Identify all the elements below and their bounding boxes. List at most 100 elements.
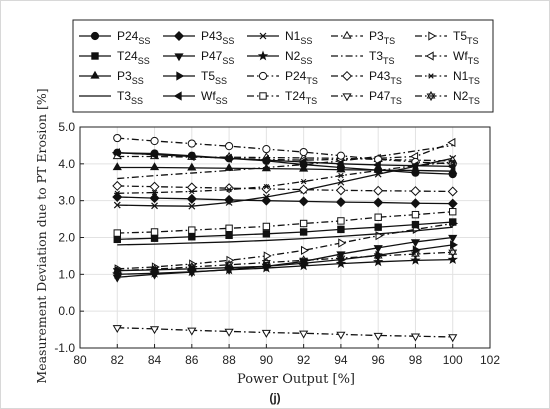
x-tick-label: 88: [222, 353, 236, 367]
data-point: [410, 333, 421, 342]
x-axis-label: Power Output [%]: [237, 372, 355, 387]
data-point: [261, 155, 270, 165]
legend-label-subscript: SS: [300, 56, 312, 66]
legend-marker: [341, 70, 353, 82]
data-point: [225, 231, 233, 239]
data-point: [447, 254, 458, 265]
data-point: [261, 329, 271, 338]
marker-stroke: [448, 247, 458, 255]
data-point: [373, 332, 383, 341]
legend-label-subscript: SS: [138, 36, 150, 46]
series-line: [117, 258, 453, 275]
data-point: [187, 327, 197, 336]
data-point: [299, 255, 309, 266]
y-tick-label: 4.0: [58, 157, 75, 171]
series-line: [117, 251, 453, 272]
series-line: [117, 144, 453, 180]
data-point: [300, 178, 307, 185]
data-point: [263, 183, 270, 190]
data-point: [299, 147, 308, 157]
data-point: [262, 230, 271, 238]
y-axis-label: Measurement Deviation due to PT Erosion …: [34, 88, 49, 383]
marker-stroke: [262, 193, 270, 201]
legend-label-subscript: SS: [300, 36, 312, 46]
data-point: [225, 199, 233, 206]
x-tick-label: 92: [297, 353, 311, 367]
series-line: [117, 196, 453, 205]
series-p43-ss: [112, 191, 458, 209]
data-point: [112, 265, 122, 276]
series-t3-ts: [117, 144, 453, 180]
data-point: [411, 220, 420, 229]
data-point: [447, 198, 458, 209]
legend-label-subscript: SS: [222, 56, 234, 66]
marker-stroke: [151, 202, 158, 210]
marker-stroke: [336, 253, 346, 261]
data-point: [224, 328, 234, 337]
data-point: [188, 233, 196, 241]
legend-label-subscript: SS: [131, 96, 143, 106]
data-point: [111, 148, 120, 158]
marker-stroke: [112, 265, 122, 274]
data-point: [410, 198, 421, 209]
marker-stroke: [261, 257, 271, 266]
data-point: [336, 151, 346, 160]
data-point: [411, 210, 420, 219]
legend-marker: [90, 31, 100, 41]
data-point: [336, 251, 346, 260]
x-tick-label: 90: [260, 353, 274, 367]
series-line: [117, 221, 453, 240]
data-point: [336, 253, 346, 264]
legend-label-subscript: TS: [306, 96, 318, 106]
axes: 80 82 84 86 88 90 92 94 96 98 100 102 -1.0 0.0 1.0 2.0 3…: [54, 120, 500, 367]
legend-marker: [428, 31, 437, 41]
data-point: [112, 191, 123, 202]
data-point: [447, 161, 456, 172]
marker-stroke: [187, 261, 197, 270]
marker-stroke: [187, 264, 197, 273]
series-line: [117, 166, 453, 172]
legend-label-subscript: TS: [383, 56, 395, 66]
legend-label-subscript: TS: [468, 76, 480, 86]
data-point: [337, 225, 345, 234]
x-tick-label: 102: [480, 353, 500, 367]
data-point: [261, 163, 271, 172]
data-point: [224, 183, 235, 194]
marker-stroke: [299, 255, 309, 263]
data-point: [223, 153, 232, 163]
data-point: [373, 197, 384, 208]
data-point: [447, 186, 458, 197]
series-t3-ss: [117, 226, 453, 246]
data-point: [188, 202, 196, 210]
data-point: [337, 217, 345, 225]
marker-stroke: [150, 266, 159, 275]
y-tick-label: 0.0: [58, 304, 75, 318]
legend-label-subscript: TS: [390, 76, 402, 86]
data-point: [150, 264, 159, 275]
data-point: [374, 223, 382, 231]
data-point: [372, 160, 381, 170]
legend-marker: [174, 53, 184, 62]
legend-marker: [425, 51, 434, 61]
series-line: [117, 161, 453, 194]
series-p3-ss: [112, 162, 458, 174]
y-tick-label: 1.0: [58, 267, 75, 281]
data-point: [447, 137, 456, 148]
data-point: [187, 139, 196, 148]
series-line: [117, 244, 453, 272]
data-point: [263, 251, 272, 261]
data-point: [112, 325, 122, 334]
data-point: [450, 240, 459, 250]
legend-marker: [176, 71, 185, 81]
data-point: [112, 180, 123, 191]
data-point: [149, 326, 160, 335]
series-n2-ts: [112, 247, 458, 276]
marker-stroke: [259, 32, 267, 40]
series-t24-ts: [113, 208, 457, 237]
legend-marker: [342, 30, 352, 39]
marker-stroke: [373, 253, 383, 262]
data-point: [114, 190, 121, 196]
series-line: [117, 152, 453, 175]
marker-stroke: [448, 249, 458, 258]
